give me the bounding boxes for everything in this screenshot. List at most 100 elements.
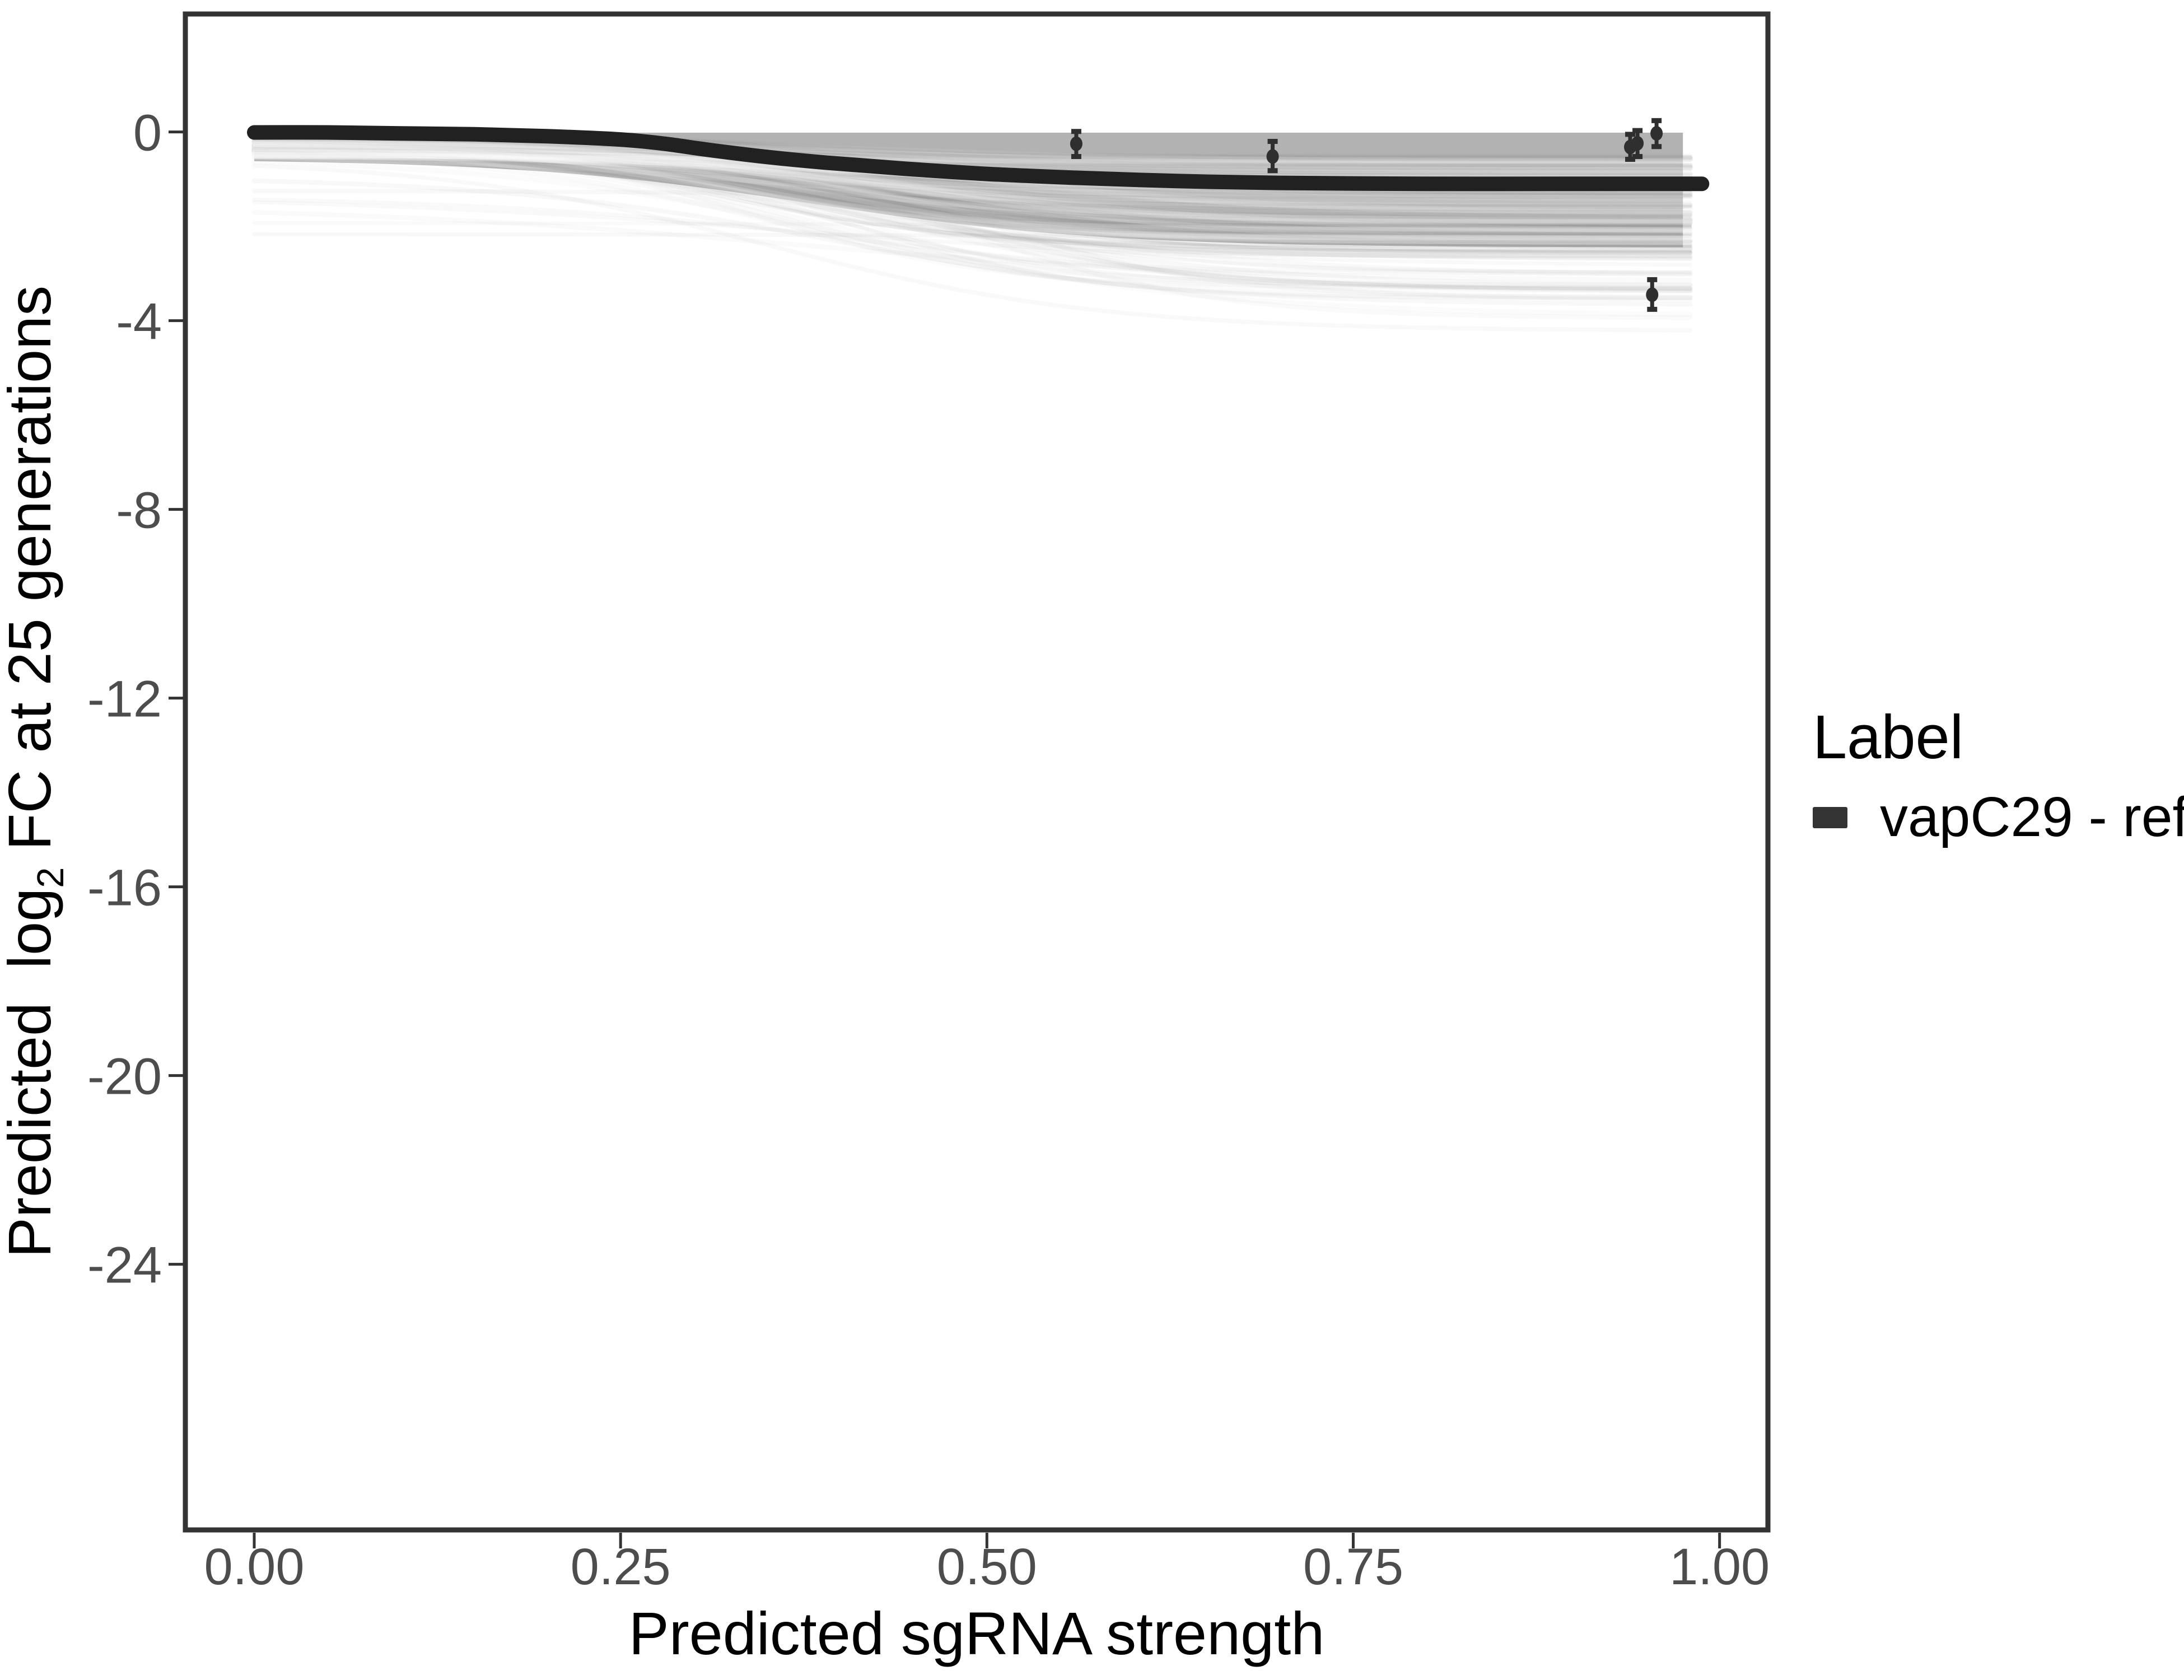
posterior-sample-curve xyxy=(251,147,1693,171)
posterior-sample-curve xyxy=(252,221,1692,227)
data-point-dot xyxy=(1070,136,1082,151)
posterior-sample-curve xyxy=(253,143,1692,232)
posterior-sample-curve xyxy=(252,154,1692,165)
posterior-sample-curve xyxy=(253,136,1692,242)
curves-layer xyxy=(247,125,1710,333)
posterior-sample-curve xyxy=(251,152,1693,169)
posterior-sample-curve xyxy=(253,155,1692,210)
posterior-sample-curve xyxy=(252,200,1692,267)
posterior-sample-curve xyxy=(252,142,1693,290)
posterior-sample-curve xyxy=(251,148,1693,200)
y-axis-title-text: Predicted log xyxy=(0,888,64,1258)
posterior-sample-curve xyxy=(252,153,1692,274)
posterior-sample-curve xyxy=(251,146,1693,225)
data-point-dot xyxy=(1266,149,1279,164)
posterior-sample-curve xyxy=(251,141,1693,199)
posterior-sample-curve xyxy=(251,138,1693,168)
posterior-sample-curve xyxy=(253,134,1692,222)
posterior-sample-curve xyxy=(252,137,1692,207)
posterior-sample-curve xyxy=(251,142,1693,224)
posterior-sample-curve xyxy=(251,143,1693,169)
posterior-sample-curve xyxy=(251,139,1693,164)
posterior-sample-curve xyxy=(251,140,1693,241)
posterior-sample-curve xyxy=(251,152,1693,301)
posterior-sample-curve xyxy=(251,144,1693,232)
legend-item: vapC29 - ref xyxy=(1813,785,2184,850)
posterior-sample-curve xyxy=(251,153,1693,242)
posterior-sample-curve xyxy=(252,139,1692,248)
posterior-sample-curve xyxy=(251,143,1693,320)
posterior-sample-curve xyxy=(252,143,1692,226)
posterior-sample-curve xyxy=(252,143,1693,261)
y-axis-title: Predicted log2 FC at 25 generations xyxy=(0,285,72,1258)
pointrange xyxy=(1624,132,1637,162)
x-axis: 0.00 0.25 0.50 0.75 1.00 xyxy=(204,1533,1770,1595)
posterior-sample-curve xyxy=(251,148,1693,241)
pointrange xyxy=(1070,129,1082,159)
panel-border xyxy=(183,11,1771,1533)
x-tick-label: 0.00 xyxy=(204,1538,304,1595)
posterior-sample-curve xyxy=(252,143,1692,157)
posterior-sample-curve xyxy=(253,140,1692,174)
posterior-sample-curve xyxy=(251,141,1693,245)
data-point-dot xyxy=(1631,136,1644,151)
x-tick-label: 1.00 xyxy=(1669,1538,1770,1595)
posterior-sample-curve xyxy=(252,155,1693,164)
posterior-sample-curve xyxy=(252,152,1692,287)
posterior-sample-curve xyxy=(251,144,1693,169)
posterior-sample-curve xyxy=(253,138,1692,225)
y-tick-label: -4 xyxy=(116,293,162,351)
posterior-sample-curve xyxy=(253,141,1692,175)
pointrange xyxy=(1650,118,1663,150)
posterior-sample-curve xyxy=(251,147,1693,300)
posterior-sample-curve xyxy=(252,139,1692,208)
posterior-sample-curve xyxy=(252,232,1692,239)
y-tick-label: 0 xyxy=(133,105,162,162)
posterior-sample-curve xyxy=(252,143,1692,248)
posterior-sample-curve xyxy=(252,138,1692,244)
posterior-sample-curve xyxy=(251,151,1693,197)
posterior-sample-curve xyxy=(252,148,1692,169)
posterior-sample-curve xyxy=(251,141,1693,223)
posterior-sample-curve xyxy=(253,146,1692,230)
posterior-sample-curve xyxy=(251,135,1693,222)
posterior-sample-curve xyxy=(252,139,1693,208)
posterior-sample-curve xyxy=(251,136,1693,292)
posterior-sample-curve xyxy=(252,152,1692,255)
posterior-sample-curve xyxy=(253,151,1692,213)
y-axis-title-rest: FC at 25 generations xyxy=(0,285,64,867)
posterior-sample-curve xyxy=(253,144,1692,217)
posterior-sample-curve xyxy=(251,143,1693,208)
posterior-sample-curve xyxy=(252,139,1693,160)
y-tick-label: -20 xyxy=(87,1048,162,1105)
posterior-sample-curve xyxy=(252,149,1692,170)
legend-key-line-swatch xyxy=(1813,806,1847,828)
posterior-sample-curve xyxy=(251,156,1693,208)
posterior-sample-curve xyxy=(252,137,1693,223)
posterior-sample-curve xyxy=(253,147,1692,167)
data-point-dot xyxy=(1650,126,1663,141)
y-tick-label: -8 xyxy=(116,482,162,539)
posterior-sample-curve xyxy=(252,164,1693,333)
posterior-sample-curve xyxy=(252,147,1693,244)
posterior-sample-curve xyxy=(252,142,1692,259)
posterior-sample-curve xyxy=(251,146,1693,291)
posterior-sample-curve xyxy=(251,152,1693,244)
posterior-ribbon xyxy=(254,132,1683,248)
posterior-sample-curve xyxy=(252,137,1692,229)
posterior-sample-curve xyxy=(252,138,1692,244)
pointrange xyxy=(1631,128,1644,159)
posterior-sample-curve xyxy=(253,139,1692,239)
posterior-sample-curve xyxy=(252,143,1692,219)
posterior-sample-curve xyxy=(253,141,1692,204)
posterior-sample-curve xyxy=(251,150,1693,200)
posterior-sample-curve xyxy=(252,137,1693,227)
posterior-sample-curve xyxy=(251,148,1693,234)
posterior-sample-curve xyxy=(251,138,1693,293)
posterior-sample-curve xyxy=(253,146,1692,253)
posterior-sample-curve xyxy=(251,146,1693,276)
posterior-sample-curve xyxy=(252,155,1693,301)
posterior-sample-curve xyxy=(252,148,1692,291)
reference-curve xyxy=(247,125,1710,192)
